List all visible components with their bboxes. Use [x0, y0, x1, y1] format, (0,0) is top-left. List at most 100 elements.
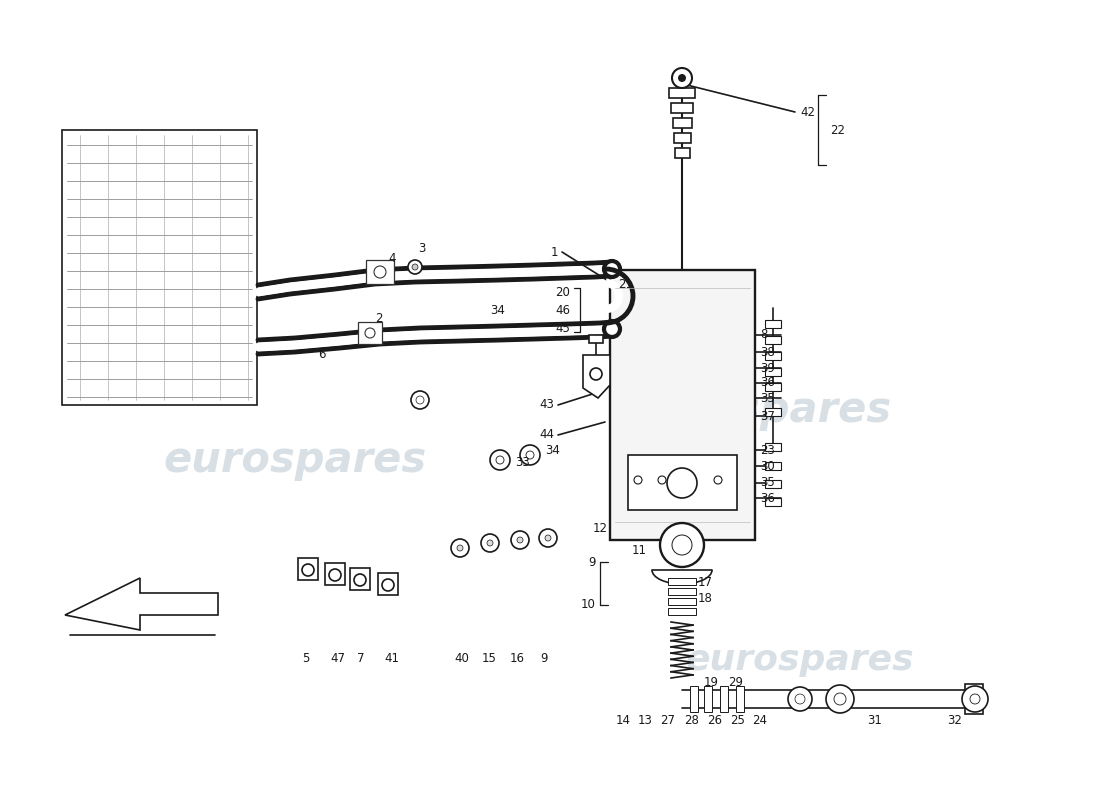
Text: 10: 10	[581, 598, 596, 611]
Circle shape	[517, 537, 522, 543]
Circle shape	[604, 261, 620, 277]
Text: 44: 44	[539, 429, 554, 442]
Text: 34: 34	[490, 303, 505, 317]
Polygon shape	[583, 355, 610, 398]
Bar	[764, 408, 781, 416]
Text: 3: 3	[418, 242, 426, 254]
Bar	[764, 443, 781, 451]
Circle shape	[416, 396, 424, 404]
Bar	[736, 686, 744, 712]
Text: 38: 38	[760, 346, 774, 358]
Circle shape	[539, 529, 557, 547]
Circle shape	[826, 685, 854, 713]
Text: 5: 5	[302, 651, 309, 665]
Circle shape	[658, 476, 666, 484]
Text: 22: 22	[830, 123, 845, 137]
Bar	[720, 686, 728, 712]
Circle shape	[634, 476, 642, 484]
Bar	[965, 684, 983, 714]
Circle shape	[512, 531, 529, 549]
Text: 13: 13	[638, 714, 652, 726]
Text: 15: 15	[482, 651, 497, 665]
Text: 36: 36	[760, 491, 774, 505]
Bar	[674, 133, 691, 143]
Text: 41: 41	[384, 651, 399, 665]
Text: 18: 18	[698, 591, 713, 605]
Circle shape	[411, 391, 429, 409]
Bar	[675, 148, 690, 158]
Text: eurospares: eurospares	[628, 389, 892, 431]
Bar	[668, 608, 696, 615]
Circle shape	[487, 540, 493, 546]
Circle shape	[365, 328, 375, 338]
Circle shape	[481, 534, 499, 552]
Text: 36: 36	[760, 377, 774, 390]
Text: 43: 43	[539, 398, 554, 411]
Bar	[764, 480, 781, 488]
Text: 31: 31	[868, 714, 882, 726]
Text: 9: 9	[540, 651, 548, 665]
Text: 20: 20	[556, 286, 570, 298]
Circle shape	[302, 564, 313, 576]
Bar	[668, 598, 696, 605]
Text: 7: 7	[358, 651, 364, 665]
Text: 39: 39	[760, 362, 774, 374]
Bar	[350, 568, 370, 590]
Text: eurospares: eurospares	[64, 181, 256, 210]
Bar	[628, 455, 737, 510]
Text: 33: 33	[515, 455, 530, 469]
Circle shape	[834, 693, 846, 705]
Bar	[690, 686, 698, 712]
Circle shape	[544, 535, 551, 541]
Text: 29: 29	[728, 675, 743, 689]
Text: 28: 28	[684, 714, 700, 726]
Text: 24: 24	[752, 714, 768, 726]
Bar	[358, 322, 382, 344]
Polygon shape	[65, 578, 218, 630]
Circle shape	[714, 476, 722, 484]
Text: 45: 45	[556, 322, 570, 334]
Bar	[704, 686, 712, 712]
Circle shape	[667, 468, 697, 498]
Circle shape	[329, 569, 341, 581]
Circle shape	[962, 686, 988, 712]
Text: 12: 12	[593, 522, 608, 534]
Circle shape	[686, 476, 694, 484]
Circle shape	[412, 264, 418, 270]
Circle shape	[970, 694, 980, 704]
Bar	[764, 320, 781, 328]
Circle shape	[382, 579, 394, 591]
Bar	[610, 270, 755, 540]
Bar	[764, 352, 781, 360]
Text: 16: 16	[510, 651, 525, 665]
Circle shape	[795, 694, 805, 704]
Bar	[669, 88, 695, 98]
Bar	[673, 118, 692, 128]
Bar	[671, 103, 693, 113]
Text: 6: 6	[318, 349, 326, 362]
Text: 9: 9	[588, 555, 596, 569]
Circle shape	[374, 266, 386, 278]
Bar	[668, 578, 696, 585]
Text: 8: 8	[760, 329, 768, 342]
Circle shape	[496, 456, 504, 464]
Text: 46: 46	[556, 303, 570, 317]
Text: 30: 30	[760, 459, 774, 473]
Bar	[588, 335, 603, 343]
Bar	[764, 383, 781, 391]
Text: 19: 19	[704, 675, 719, 689]
Text: 4: 4	[388, 251, 396, 265]
Text: 1: 1	[550, 246, 558, 258]
Text: 34: 34	[544, 443, 560, 457]
Circle shape	[590, 368, 602, 380]
Text: 21: 21	[618, 278, 632, 290]
Circle shape	[788, 687, 812, 711]
Text: 14: 14	[616, 714, 630, 726]
Bar	[764, 462, 781, 470]
Text: 35: 35	[760, 477, 774, 490]
Circle shape	[451, 539, 469, 557]
Circle shape	[678, 74, 686, 82]
Bar	[668, 588, 696, 595]
Bar	[378, 573, 398, 595]
Bar	[62, 130, 257, 405]
